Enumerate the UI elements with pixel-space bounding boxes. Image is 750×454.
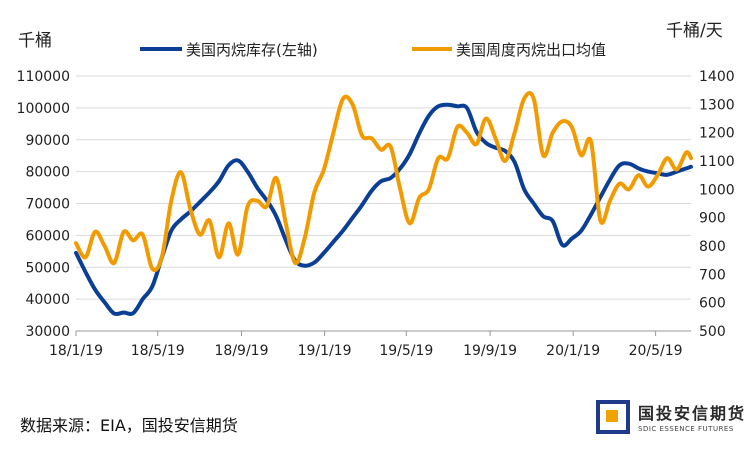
legend-label-exports: 美国周度丙烷出口均值 bbox=[456, 41, 606, 59]
y-right-tick-label: 700 bbox=[699, 267, 726, 283]
y-right-tick-label: 500 bbox=[699, 324, 726, 340]
y-right-tick-label: 900 bbox=[699, 211, 726, 227]
y-left-tick-label: 90000 bbox=[25, 133, 70, 149]
y-right-tick-label: 1400 bbox=[699, 69, 735, 85]
gridlines bbox=[76, 75, 691, 300]
brand-mark-block bbox=[606, 410, 618, 422]
y-right-tick-label: 1200 bbox=[699, 126, 735, 142]
brand-english-name: SDIC ESSENCE FUTURES bbox=[638, 425, 734, 433]
series-layer bbox=[74, 91, 693, 317]
legend-label-inventory: 美国丙烷库存(左轴) bbox=[186, 41, 318, 59]
y-right-tick-label: 800 bbox=[699, 239, 726, 255]
y-left-tick-label: 70000 bbox=[25, 197, 70, 213]
brand-logo: 国投安信期货 SDIC ESSENCE FUTURES bbox=[596, 396, 746, 444]
x-tick-label: 18/9/19 bbox=[215, 343, 269, 359]
y-right-tick-label: 600 bbox=[699, 296, 726, 312]
series-line-inventory bbox=[74, 102, 693, 317]
y-left-tick-label: 40000 bbox=[25, 292, 70, 308]
x-tick-label: 18/1/19 bbox=[49, 343, 103, 359]
axes: 30000 40000 50000 60000 70000 80000 90000 10000… bbox=[17, 69, 735, 359]
source-note: 数据来源：EIA，国投安信期货 bbox=[20, 416, 238, 435]
x-tick-label: 20/1/19 bbox=[546, 343, 600, 359]
x-tick-label: 19/5/19 bbox=[379, 343, 433, 359]
y-left-tick-label: 50000 bbox=[25, 260, 70, 276]
x-tick-label: 18/5/19 bbox=[131, 343, 185, 359]
legend: 美国丙烷库存(左轴) 美国周度丙烷出口均值 bbox=[140, 41, 606, 59]
x-tick-label: 19/9/19 bbox=[463, 343, 517, 359]
brand-mark-frame bbox=[596, 400, 630, 434]
series-line-exports bbox=[74, 91, 693, 273]
x-tick-label: 20/5/19 bbox=[629, 343, 683, 359]
y-right-tick-label: 1100 bbox=[699, 154, 735, 170]
x-tick-label: 19/1/19 bbox=[298, 343, 352, 359]
brand-name: 国投安信期货 bbox=[638, 404, 747, 423]
y-left-tick-label: 110000 bbox=[17, 69, 70, 85]
left-unit-label: 千桶 bbox=[18, 31, 52, 51]
y-left-tick-label: 100000 bbox=[17, 101, 70, 117]
y-left-tick-label: 80000 bbox=[25, 165, 70, 181]
right-unit-label: 千桶/天 bbox=[666, 21, 723, 41]
brand-mark-icon bbox=[596, 400, 630, 434]
y-right-tick-label: 1300 bbox=[699, 97, 735, 113]
y-right-tick-label: 1000 bbox=[699, 182, 735, 198]
y-left-tick-label: 30000 bbox=[25, 324, 70, 340]
y-left-tick-label: 60000 bbox=[25, 228, 70, 244]
